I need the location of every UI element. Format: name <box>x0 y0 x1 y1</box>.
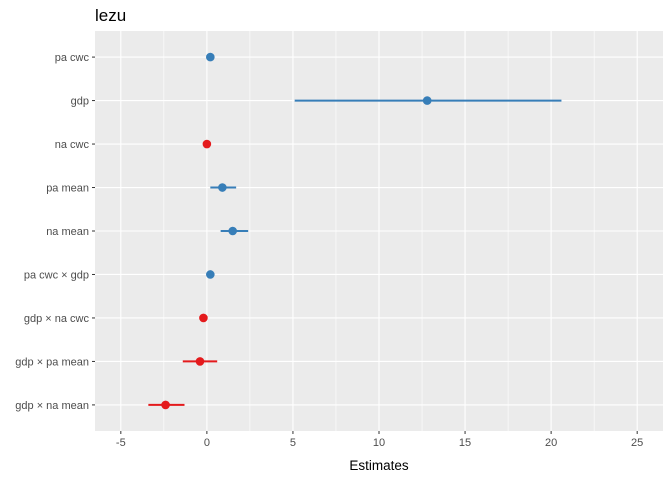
x-tick-label: 0 <box>204 437 210 449</box>
x-tick-label: 10 <box>373 437 385 449</box>
y-tick-label: gdp × na mean <box>15 400 89 412</box>
y-tick-label: gdp × pa mean <box>15 356 89 368</box>
x-tick-label: 15 <box>459 437 471 449</box>
chart-title: lezu <box>95 6 126 25</box>
y-axis: pa cwc gdp na cwc pa mean na mean pa cwc × gd… <box>15 52 95 412</box>
estimate-point <box>195 357 205 366</box>
x-tick-label: 25 <box>631 437 643 449</box>
estimate-point <box>218 183 227 192</box>
x-tick-label: 20 <box>545 437 557 449</box>
estimate-point <box>206 52 215 62</box>
estimate-point <box>206 270 215 279</box>
x-tick-label: 5 <box>290 437 296 449</box>
y-tick-label: pa cwc × gdp <box>24 269 89 281</box>
y-tick-label: pa cwc <box>55 52 90 64</box>
y-tick-label: gdp × na cwc <box>24 313 90 325</box>
y-tick-label: na mean <box>46 226 89 238</box>
estimate-point <box>228 226 237 236</box>
estimate-point <box>199 313 208 323</box>
estimate-marks <box>148 52 562 410</box>
x-tick-label: -5 <box>116 437 126 449</box>
y-tick-label: pa mean <box>46 183 89 195</box>
x-axis-title: Estimates <box>349 458 409 473</box>
estimate-point <box>202 139 212 149</box>
estimate-point <box>161 400 170 410</box>
x-axis: -5 0 5 10 15 20 25 <box>116 431 643 449</box>
estimate-point <box>422 96 432 105</box>
y-tick-label: na cwc <box>55 139 90 151</box>
y-tick-label: gdp <box>71 96 89 108</box>
